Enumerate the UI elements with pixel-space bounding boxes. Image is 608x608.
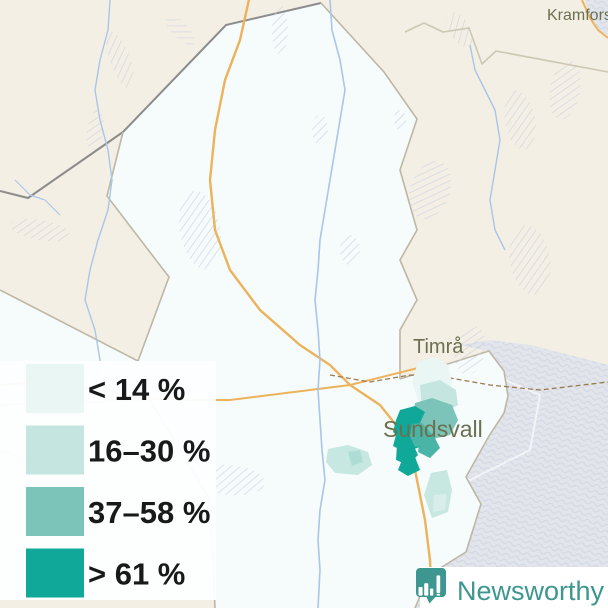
svg-text:Timrå: Timrå: [413, 336, 464, 358]
svg-text:> 61 %: > 61 %: [88, 557, 185, 592]
svg-text:Kramfors: Kramfors: [547, 7, 608, 24]
svg-text:37–58 %: 37–58 %: [88, 495, 210, 530]
svg-text:Newsworthy: Newsworthy: [457, 576, 605, 606]
svg-text:< 14 %: < 14 %: [88, 372, 185, 407]
svg-text:16–30 %: 16–30 %: [88, 434, 210, 469]
svg-text:Sundsvall: Sundsvall: [383, 416, 483, 442]
